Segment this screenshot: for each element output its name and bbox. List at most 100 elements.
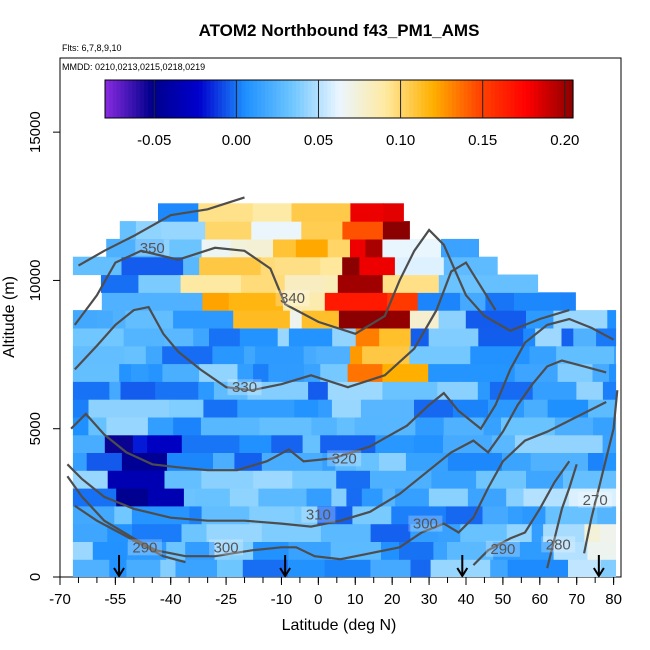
colorbar-segment	[261, 80, 266, 118]
heatmap-cell	[370, 523, 411, 542]
heatmap-cell	[561, 327, 574, 347]
colorbar-segment	[144, 80, 149, 118]
heatmap-cell	[209, 327, 241, 347]
colorbar-segment	[264, 80, 270, 118]
colorbar-segment	[280, 80, 285, 118]
contour-label-bg	[578, 491, 613, 508]
heatmap-cell	[145, 345, 163, 365]
contour-line	[73, 261, 497, 392]
heatmap-cell	[483, 416, 502, 436]
heatmap-cell	[301, 310, 340, 329]
heatmap-cell	[123, 327, 165, 347]
heatmap-cell	[463, 363, 516, 382]
colorbar-segment	[140, 80, 145, 118]
colorbar-segment	[237, 80, 243, 118]
heatmap-cell	[198, 203, 254, 222]
contour-line	[66, 359, 607, 528]
heatmap-cell	[114, 505, 133, 525]
colorbar-segment	[323, 80, 328, 118]
heatmap-cell	[441, 238, 479, 258]
colorbar-segment	[420, 80, 426, 118]
heatmap-cell	[514, 292, 562, 311]
colorbar-segment	[530, 80, 535, 118]
colorbar-segment	[389, 80, 395, 118]
heatmap-cell	[443, 416, 485, 436]
colorbar-segment	[198, 80, 204, 118]
arrow-head	[113, 567, 125, 578]
colorbar-segment	[171, 80, 176, 118]
heatmap-cell	[119, 221, 137, 240]
colorbar-segment	[495, 80, 500, 118]
colorbar-segment	[253, 80, 258, 118]
colorbar-segment	[112, 80, 118, 118]
colorbar-segment	[565, 80, 570, 118]
colorbar-segment	[545, 80, 551, 118]
heatmap-cell	[501, 416, 556, 436]
colorbar-segment	[276, 80, 282, 118]
heatmap-cell	[347, 363, 383, 382]
heatmap-cell	[354, 416, 417, 436]
colorbar-tick-label: 0.00	[222, 132, 251, 149]
heatmap-cell	[460, 523, 508, 542]
heatmap-cell	[252, 203, 293, 222]
colorbar-segment	[463, 80, 469, 118]
heatmap-cell	[453, 399, 489, 418]
heatmap-cell	[258, 488, 308, 507]
heatmap-cell	[106, 416, 149, 436]
x-tick-label: 80	[605, 591, 622, 608]
heatmap-cell	[531, 523, 544, 542]
heatmap-cell	[271, 434, 304, 453]
heatmap-cell	[524, 399, 549, 418]
colorbar-segment	[331, 80, 336, 118]
heatmap-cell	[370, 470, 432, 489]
heatmap-cell	[556, 345, 615, 365]
heatmap-cell	[568, 488, 617, 507]
heatmap-cell	[72, 310, 98, 329]
heatmap-cell	[410, 559, 432, 577]
colorbar-segment	[210, 80, 215, 118]
colorbar-segment	[491, 80, 496, 118]
heatmap-cell	[72, 434, 106, 453]
colorbar-segment	[417, 80, 422, 118]
heatmap-cell	[437, 381, 479, 400]
contour-label: 270	[583, 492, 608, 509]
colorbar-segment	[397, 80, 402, 118]
heatmap-cell	[478, 327, 524, 347]
heatmap-cell	[506, 488, 525, 507]
colorbar-segment	[315, 80, 321, 118]
colorbar-segment	[510, 80, 516, 118]
heatmap-cell	[173, 310, 234, 329]
contour-label: 300	[413, 516, 438, 533]
heatmap-cell	[522, 505, 546, 525]
colorbar-segment	[225, 80, 231, 118]
heatmap-cell	[547, 399, 589, 418]
x-tick-label: -70	[49, 591, 71, 608]
subtitle-flights: Flts: 6,7,8,9,10	[62, 43, 122, 53]
heatmap-cell	[120, 381, 156, 400]
colorbar-segment	[374, 80, 379, 118]
x-axis: -70 -55 -40 -25 -10 0 10 20 30 40 50 60 70 80	[49, 577, 622, 608]
contour-label: 290	[132, 539, 157, 556]
heatmap-cell	[428, 327, 479, 347]
colorbar-segment	[424, 80, 430, 118]
heatmap-cell	[230, 238, 249, 258]
y-tick-label: 0	[27, 573, 44, 581]
colorbar-segment	[214, 80, 219, 118]
heatmap-cell	[294, 399, 319, 418]
colorbar-segment	[339, 80, 344, 118]
heatmap-cell	[261, 523, 322, 542]
heatmap-cell	[507, 559, 569, 577]
heatmap-cell	[394, 256, 445, 276]
heatmap-cell	[205, 221, 252, 240]
heatmap-cell	[359, 256, 396, 276]
heatmap-cell	[273, 238, 297, 258]
colorbar-segment	[506, 80, 512, 118]
colorbar-segment	[541, 80, 547, 118]
contour-label-bg	[227, 379, 262, 396]
colorbar-segment	[498, 80, 504, 118]
heatmap-cell	[493, 541, 555, 560]
colorbar-segment	[194, 80, 200, 118]
x-tick-label: 0	[314, 591, 322, 608]
colorbar-segment	[428, 80, 434, 118]
heatmap-cell	[255, 345, 305, 365]
